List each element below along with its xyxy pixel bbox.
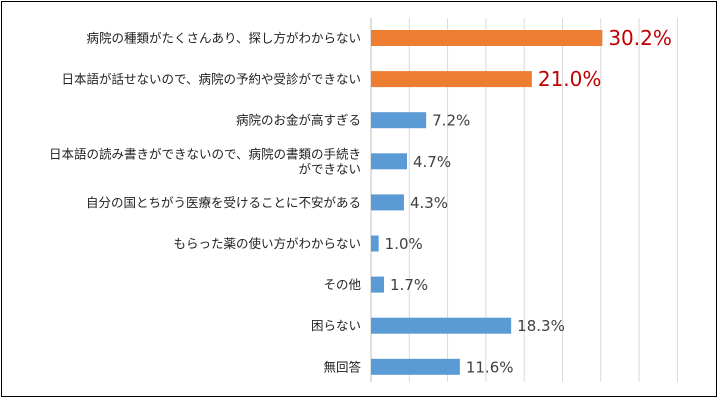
bar	[371, 276, 385, 293]
bar	[371, 358, 460, 375]
bar	[371, 71, 532, 88]
category-label: 日本語が話せないので、病院の予約や受診ができない	[61, 72, 361, 87]
category-label: その他	[323, 277, 361, 292]
data-label: 1.0%	[385, 235, 423, 253]
category-label: 病院のお金が高すぎる	[236, 113, 361, 128]
bar	[371, 194, 404, 211]
data-label: 7.2%	[432, 112, 470, 130]
data-label: 18.3%	[517, 317, 565, 335]
bar	[371, 30, 603, 46]
category-label: 困らない	[311, 318, 361, 333]
category-label: もらった薬の使い方がわからない	[173, 236, 361, 251]
bar	[371, 235, 379, 252]
data-label: 4.3%	[410, 194, 448, 212]
data-label: 30.2%	[608, 26, 672, 50]
category-label: ができない	[298, 161, 361, 176]
category-label: 無回答	[323, 359, 361, 374]
category-label: 自分の国とちがう医療を受けることに不安がある	[86, 195, 361, 210]
data-label: 1.7%	[390, 276, 428, 294]
bar	[371, 317, 512, 334]
category-label: 日本語の読み書きができないので、病院の書類の手続き	[49, 146, 361, 161]
bar	[371, 112, 427, 129]
bar	[371, 153, 408, 170]
data-label: 4.7%	[413, 153, 451, 171]
data-label: 11.6%	[466, 358, 514, 376]
category-label: 病院の種類がたくさんあり、探し方がわからない	[86, 31, 361, 46]
data-label: 21.0%	[538, 67, 602, 91]
